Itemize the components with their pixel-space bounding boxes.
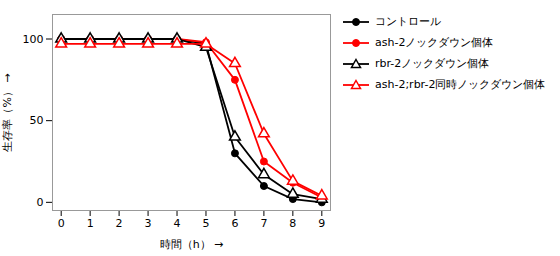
html-text:コントロール: コントロール: [375, 15, 441, 28]
svg-text:時間（h） →: 時間（h） →: [160, 238, 224, 251]
svg-text:2: 2: [116, 217, 123, 230]
svg-text:1: 1: [87, 217, 94, 230]
svg-text:6: 6: [231, 217, 238, 230]
html-text:ash-2ノックダウン個体: ash-2ノックダウン個体: [375, 36, 494, 49]
svg-text:50: 50: [30, 114, 44, 127]
svg-text:生存率（%） →: 生存率（%） →: [1, 73, 14, 151]
svg-text:0: 0: [37, 196, 44, 209]
svg-text:8: 8: [289, 217, 296, 230]
svg-text:0: 0: [58, 217, 65, 230]
html-text:rbr-2ノックダウン個体: rbr-2ノックダウン個体: [375, 57, 490, 70]
svg-text:4: 4: [174, 217, 181, 230]
svg-text:100: 100: [23, 33, 44, 46]
svg-text:7: 7: [260, 217, 267, 230]
html-text:ash-2;rbr-2同時ノックダウン個体: ash-2;rbr-2同時ノックダウン個体: [375, 78, 546, 91]
svg-text:5: 5: [202, 217, 209, 230]
svg-text:9: 9: [318, 217, 325, 230]
svg-text:3: 3: [145, 217, 152, 230]
